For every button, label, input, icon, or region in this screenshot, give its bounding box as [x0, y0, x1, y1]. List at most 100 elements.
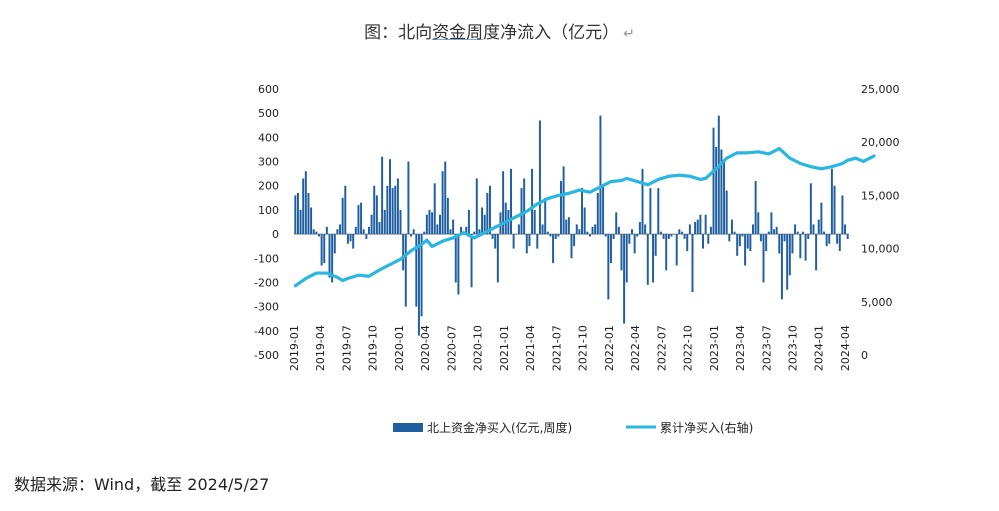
bar	[730, 219, 733, 235]
bar	[594, 224, 597, 235]
bar	[531, 168, 534, 235]
bar	[615, 212, 618, 235]
bar	[328, 234, 331, 278]
x-tick-label: 2024-01	[813, 325, 826, 371]
x-tick-label: 2022-07	[655, 325, 668, 371]
x-tick-label: 2020-07	[445, 325, 458, 371]
bar	[357, 205, 360, 235]
bar	[536, 234, 539, 249]
bar	[523, 178, 526, 235]
x-tick-label: 2019-07	[340, 325, 353, 371]
left-tick-label: -400	[254, 325, 279, 338]
bar	[794, 224, 797, 235]
bar	[481, 207, 484, 235]
bar	[702, 234, 704, 249]
bar	[446, 197, 449, 235]
bar	[431, 212, 434, 235]
bar	[780, 234, 783, 300]
bar	[510, 168, 512, 235]
x-tick-label: 2023-07	[760, 325, 773, 371]
bar	[541, 224, 544, 235]
bar	[502, 171, 505, 235]
bar	[559, 180, 562, 235]
bar	[367, 226, 370, 235]
bar	[515, 234, 518, 235]
bar	[757, 212, 760, 235]
bar	[565, 219, 568, 235]
bar	[752, 224, 754, 235]
bar	[820, 202, 823, 235]
bar	[633, 234, 636, 254]
bar	[588, 234, 591, 237]
left-tick-label: -200	[254, 276, 279, 289]
bar	[383, 209, 386, 235]
bar	[341, 197, 344, 235]
bar	[573, 234, 576, 247]
bar	[623, 234, 626, 324]
x-tick-label: 2020-01	[393, 325, 406, 371]
bar	[807, 234, 810, 239]
figure-title: 图：北向资金周度净流入（亿元） ↵	[364, 23, 635, 43]
bar	[825, 234, 828, 247]
bar	[796, 231, 799, 235]
bar	[375, 195, 378, 235]
bar	[744, 234, 747, 266]
bar	[628, 234, 631, 244]
bar	[696, 219, 699, 235]
bar	[654, 234, 657, 256]
bar	[683, 234, 686, 239]
x-tick-label: 2023-01	[708, 325, 721, 371]
bar	[583, 207, 586, 235]
bar	[762, 234, 765, 283]
bar	[591, 226, 594, 235]
bar	[680, 231, 683, 235]
bar	[625, 234, 628, 283]
bar	[336, 229, 339, 235]
bar	[562, 166, 565, 235]
bar	[420, 234, 423, 317]
bar	[662, 234, 665, 239]
bar	[728, 234, 731, 242]
bar	[554, 234, 557, 239]
bar	[736, 234, 739, 256]
legend-line-label: 累计净买入(右轴)	[660, 420, 753, 435]
bar	[339, 224, 342, 235]
bar	[310, 207, 313, 235]
bar	[688, 224, 691, 235]
bar	[365, 234, 368, 239]
bar	[494, 234, 497, 249]
bar	[604, 234, 607, 237]
bar	[586, 231, 589, 235]
bar	[783, 234, 786, 242]
bar	[449, 229, 452, 235]
bar	[607, 234, 610, 300]
bar	[544, 197, 547, 235]
x-tick-label: 2021-04	[524, 325, 537, 371]
bar	[478, 229, 481, 235]
right-tick-label: 15,000	[861, 189, 900, 202]
bar	[749, 234, 752, 252]
bar	[415, 234, 418, 307]
bar	[709, 226, 712, 235]
bar	[670, 234, 673, 237]
bar	[457, 234, 460, 295]
bar	[428, 209, 431, 235]
bar	[299, 209, 302, 235]
source-note: 数据来源：Wind，截至 2024/5/27	[14, 475, 270, 494]
bar	[391, 188, 394, 235]
bar	[410, 234, 413, 237]
right-tick-label: 25,000	[861, 83, 900, 96]
bar	[504, 202, 507, 235]
x-tick-label: 2021-10	[577, 325, 590, 371]
bar	[425, 214, 428, 235]
bar	[836, 234, 839, 244]
bar	[846, 234, 849, 239]
right-tick-label: 20,000	[861, 136, 900, 149]
bar	[404, 234, 407, 307]
bar	[770, 212, 773, 235]
bar	[378, 222, 381, 235]
bar	[746, 234, 749, 249]
bar	[473, 231, 476, 235]
bar	[470, 234, 473, 288]
bar	[665, 234, 668, 271]
